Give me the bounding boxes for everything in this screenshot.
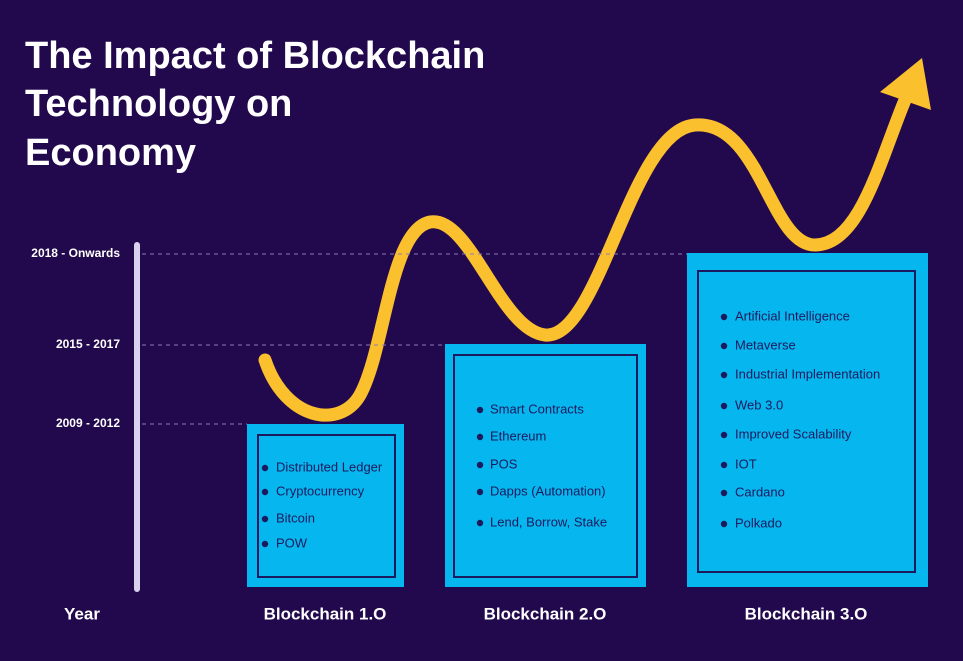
period-label: 2009 - 2012 — [56, 416, 120, 430]
bullet — [476, 461, 484, 469]
stage-item: Smart Contracts — [490, 401, 584, 416]
stage-inner-border — [697, 270, 916, 573]
bullet — [720, 371, 728, 379]
stage-item: Ethereum — [490, 428, 546, 443]
bullet — [476, 488, 484, 496]
stage-box — [687, 253, 928, 587]
arrow-head — [880, 58, 931, 110]
axis-label: Year — [64, 604, 100, 623]
stage-item: Dapps (Automation) — [490, 483, 606, 498]
title-line: Economy — [25, 132, 196, 174]
bullet — [476, 406, 484, 414]
stage-box — [445, 344, 646, 587]
stage-inner-border — [257, 434, 396, 578]
stage-item: Web 3.0 — [735, 397, 783, 412]
stage-item: Distributed Ledger — [276, 459, 383, 474]
period-label: 2015 - 2017 — [56, 337, 120, 351]
bullet — [720, 431, 728, 439]
bullet — [720, 520, 728, 528]
bullet — [720, 461, 728, 469]
stage-item: Cardano — [735, 484, 785, 499]
stage-item: POW — [276, 535, 308, 550]
stage-inner-border — [453, 354, 638, 578]
stage-box — [247, 424, 404, 587]
bullet — [720, 313, 728, 321]
title-line: Technology on — [25, 83, 292, 125]
stage-item: POS — [490, 456, 518, 471]
bullet — [261, 464, 269, 472]
bullet — [261, 540, 269, 548]
bullet — [720, 489, 728, 497]
bullet — [476, 433, 484, 441]
stage-name: Blockchain 2.O — [484, 604, 607, 623]
title-line: The Impact of Blockchain — [25, 35, 485, 77]
stage-item: Cryptocurrency — [276, 483, 365, 498]
bullet — [261, 515, 269, 523]
stage-item: Bitcoin — [276, 510, 315, 525]
period-label: 2018 - Onwards — [31, 246, 120, 260]
stage-item: Metaverse — [735, 337, 796, 352]
stage-item: Industrial Implementation — [735, 366, 880, 381]
stage-item: Lend, Borrow, Stake — [490, 514, 607, 529]
stage-item: Polkado — [735, 515, 782, 530]
timeline-bar — [134, 242, 140, 592]
bullet — [720, 342, 728, 350]
stage-item: Improved Scalability — [735, 426, 852, 441]
content: 2018 - Onwards 2015 - 2017 2009 - 2012 Year… — [31, 246, 928, 623]
stage-name: Blockchain 3.O — [745, 604, 868, 623]
growth-wave — [258, 93, 912, 422]
bullet — [720, 402, 728, 410]
stage-item: IOT — [735, 456, 757, 471]
stage-name: Blockchain 1.O — [264, 604, 387, 623]
bullet — [476, 519, 484, 527]
stage-item: Artificial Intelligence — [735, 308, 850, 323]
bullet — [261, 488, 269, 496]
